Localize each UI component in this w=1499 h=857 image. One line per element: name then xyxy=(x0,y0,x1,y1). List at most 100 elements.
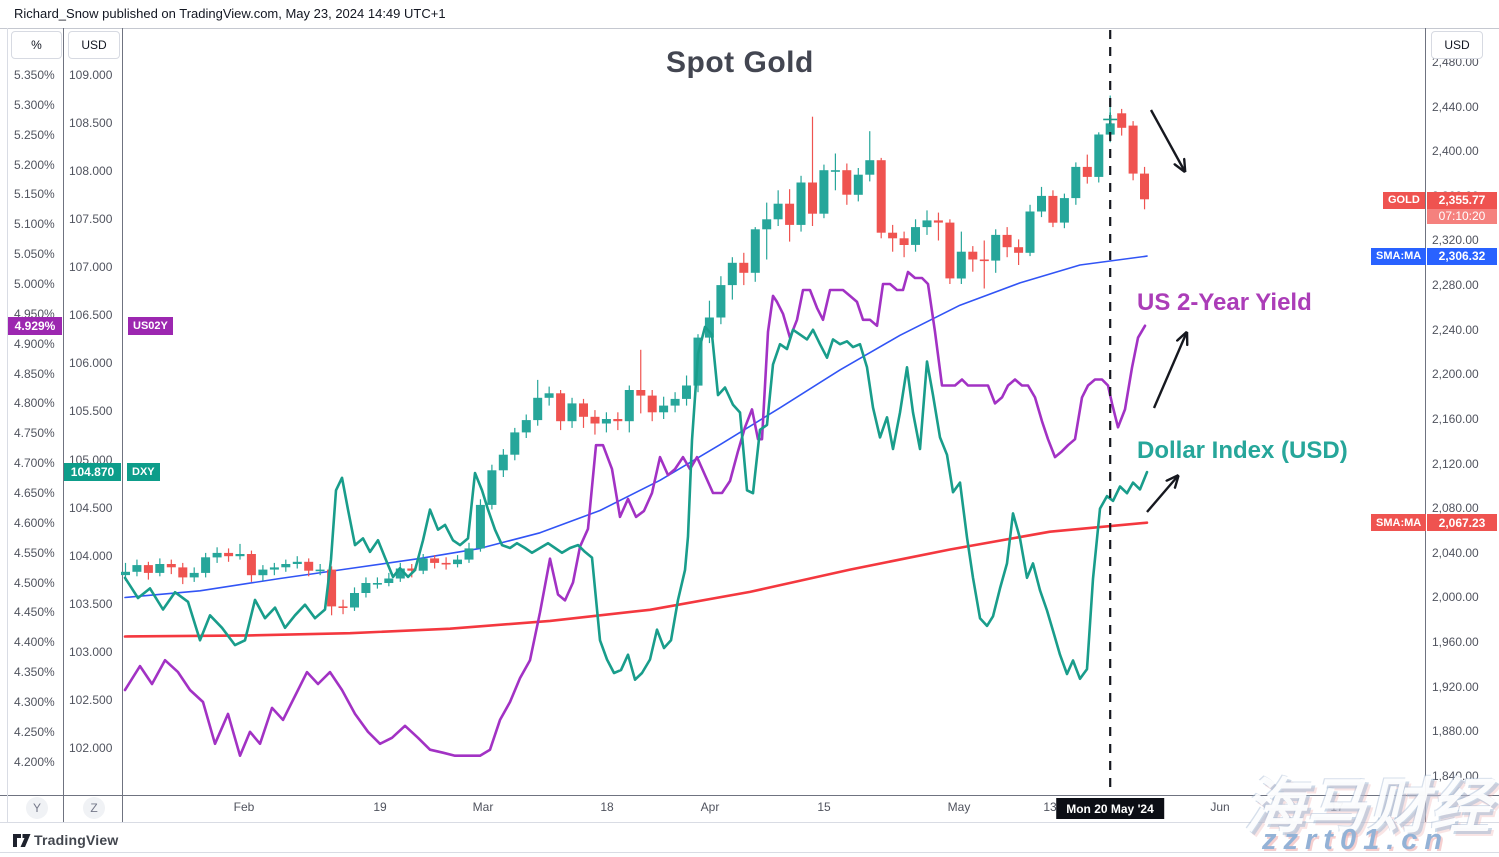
right-usd-axis-header[interactable]: USD xyxy=(1431,31,1483,59)
gold-candle-body xyxy=(246,554,256,576)
gold-candle-body xyxy=(498,454,508,471)
dxy-last-value-badge: 104.870 xyxy=(64,463,121,482)
gold-candle-body xyxy=(258,569,268,576)
gold-candle-body xyxy=(888,232,898,239)
gold-candle-body xyxy=(143,565,153,573)
pct-tick-label: 4.900% xyxy=(14,336,55,351)
gold-candle-body xyxy=(601,419,611,424)
gold-countdown-badge: 07:10:20 xyxy=(1427,208,1497,224)
gold-candle-body xyxy=(647,395,657,413)
usd-left-tick-label: 107.500 xyxy=(69,212,113,227)
pct-tick-label: 5.150% xyxy=(14,187,55,202)
gold-candle-body xyxy=(750,229,760,273)
gold-candle-body xyxy=(796,182,806,225)
time-tick-label: 15 xyxy=(817,800,831,814)
usd-right-tick-label: 2,000.00 xyxy=(1432,590,1479,605)
pct-usd-axis-divider xyxy=(63,28,64,822)
gold-candle-body xyxy=(1025,211,1035,253)
gold-candle-body xyxy=(281,564,291,568)
us02y-symbol-chip: US02Y xyxy=(128,317,173,336)
gold-candle-body xyxy=(292,561,302,564)
left-usd-axis-header[interactable]: USD xyxy=(68,31,120,59)
sma-red-value-badge: 2,067.23 xyxy=(1427,514,1497,532)
left-pct-axis-header[interactable]: % xyxy=(11,31,62,59)
gold-candle-body xyxy=(1014,247,1024,253)
gold-candle-body xyxy=(808,182,817,214)
sma-blue-value-badge: 2,306.32 xyxy=(1427,247,1497,265)
gold-candle-body xyxy=(922,220,932,228)
axis-mode-z-button[interactable]: Z xyxy=(83,797,105,819)
dxy-symbol-chip: DXY xyxy=(127,463,160,482)
gold-candle-body xyxy=(269,567,279,570)
tradingview-logo-icon[interactable] xyxy=(13,833,31,849)
gold-candle-body xyxy=(453,559,462,565)
gold-candle-body xyxy=(464,548,474,560)
plot-bottom-border xyxy=(0,795,1499,796)
pct-tick-label: 4.650% xyxy=(14,485,55,500)
gold-candle-body xyxy=(842,170,852,195)
gold-candle-body xyxy=(189,572,199,578)
pct-tick-label: 4.950% xyxy=(14,306,55,321)
gold-candle-body xyxy=(521,420,531,433)
usd-right-tick-label: 2,400.00 xyxy=(1432,144,1479,159)
gold-candle-body xyxy=(430,558,440,563)
tradingview-wordmark[interactable]: TradingView xyxy=(34,832,119,848)
usd-left-tick-label: 106.000 xyxy=(69,356,113,371)
axis-mode-y-button[interactable]: Y xyxy=(26,797,48,819)
time-tick-label: 18 xyxy=(600,800,614,814)
gold-candle-body xyxy=(762,219,772,230)
gold-candle-body xyxy=(911,227,920,245)
gold-candle-body xyxy=(876,160,886,233)
gold-candle-body xyxy=(407,568,417,571)
gold-candle-body xyxy=(670,398,680,406)
chart-title: Spot Gold xyxy=(666,46,814,79)
gold-candle-body xyxy=(475,504,485,549)
gold-candle-body xyxy=(590,416,600,424)
left-edge-border xyxy=(7,28,8,822)
pct-tick-label: 4.750% xyxy=(14,426,55,441)
published-byline: Richard_Snow published on TradingView.co… xyxy=(14,6,446,21)
gold-candle-body xyxy=(395,568,405,579)
pct-tick-label: 4.350% xyxy=(14,665,55,680)
gold-candle-body xyxy=(556,393,566,422)
gold-candle-body xyxy=(166,564,176,568)
gold-candle-body xyxy=(1082,166,1092,177)
gold-candle-body xyxy=(384,578,394,583)
usd-right-tick-label: 2,440.00 xyxy=(1432,99,1479,114)
sma-red-chip: SMA:MA xyxy=(1371,514,1427,532)
pct-tick-label: 4.250% xyxy=(14,724,55,739)
watermark-site-text: zzrt01.cn xyxy=(1262,824,1450,856)
gold-candle-body xyxy=(327,569,337,607)
watermark-cjk-text: 海马财经 xyxy=(1244,773,1492,840)
pct-tick-label: 5.000% xyxy=(14,276,55,291)
gold-candle-body xyxy=(853,174,863,195)
sma-blue-line xyxy=(124,255,1148,599)
gold-candle-body xyxy=(956,251,966,279)
gold-candle-body xyxy=(1094,134,1104,177)
sma-red-line xyxy=(123,521,1149,638)
gold-candle-body xyxy=(178,567,188,578)
dxy-annotation-text: Dollar Index (USD) xyxy=(1137,437,1348,464)
time-tick-label: May xyxy=(947,800,971,814)
usd-left-tick-label: 105.500 xyxy=(69,404,113,419)
gold-candle-body xyxy=(338,606,348,608)
gold-candle-body xyxy=(441,562,451,565)
gold-candle-body xyxy=(1048,195,1058,223)
usd-right-tick-label: 2,080.00 xyxy=(1432,501,1479,516)
pct-tick-label: 5.350% xyxy=(14,68,55,82)
pct-tick-label: 4.550% xyxy=(14,545,55,560)
time-tick-label: Jun xyxy=(1210,800,1230,814)
gold-candle-body xyxy=(979,259,989,262)
gold-candle-body xyxy=(704,317,714,338)
gold-candle-body xyxy=(418,558,428,571)
us2y-annotation-text: US 2-Year Yield xyxy=(1137,289,1312,316)
us02y-last-value-badge: 4.929% xyxy=(8,317,62,336)
usd-right-tick-label: 2,240.00 xyxy=(1432,322,1479,337)
gold-candle-body xyxy=(933,220,943,223)
gold-candle-body xyxy=(636,390,646,396)
gold-candle-body xyxy=(487,470,497,505)
gold-pullback-arrow xyxy=(1149,109,1184,170)
time-tick-label: Mar xyxy=(472,800,494,814)
gold-candle-body xyxy=(624,390,634,422)
